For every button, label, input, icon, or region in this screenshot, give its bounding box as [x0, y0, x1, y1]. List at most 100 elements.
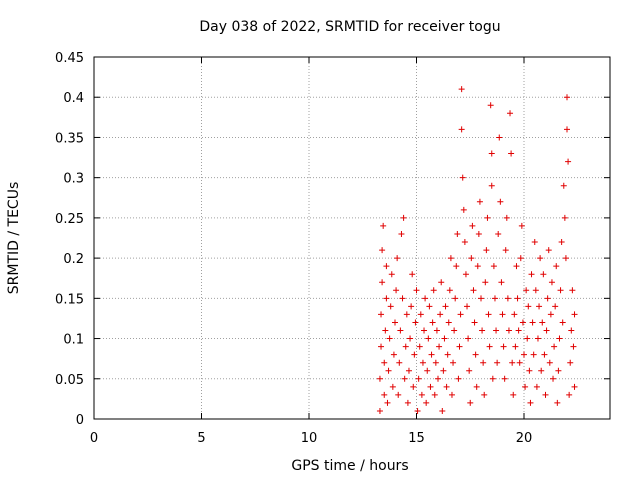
x-axis-title: GPS time / hours — [291, 458, 408, 474]
grid — [94, 57, 610, 419]
data-point — [418, 391, 425, 398]
data-point — [558, 239, 565, 246]
data-point — [545, 247, 552, 254]
data-point — [433, 327, 440, 334]
y-tick-label: 0.4 — [63, 91, 84, 106]
data-point — [385, 367, 392, 374]
y-tick-label: 0.1 — [63, 333, 84, 348]
data-point — [493, 327, 500, 334]
data-point — [467, 399, 474, 406]
data-point — [485, 311, 492, 318]
data-point — [402, 343, 409, 350]
data-point — [379, 279, 386, 286]
x-tick-label: 15 — [408, 431, 425, 446]
data-point — [448, 391, 455, 398]
x-tick-label: 10 — [301, 431, 318, 446]
data-point — [483, 247, 490, 254]
data-point — [480, 359, 487, 366]
data-point — [547, 311, 554, 318]
data-point — [379, 247, 386, 254]
data-point — [410, 383, 417, 390]
data-point — [526, 367, 533, 374]
data-points — [376, 86, 578, 414]
data-point — [382, 327, 389, 334]
data-point — [388, 271, 395, 278]
data-point — [383, 295, 390, 302]
data-point — [564, 94, 570, 101]
data-point — [536, 303, 543, 310]
data-point — [440, 367, 447, 374]
data-point — [398, 230, 405, 237]
data-point — [560, 182, 567, 189]
data-point — [415, 375, 422, 382]
data-point — [524, 335, 531, 342]
data-point — [412, 319, 419, 326]
data-point — [399, 295, 406, 302]
data-point — [445, 319, 452, 326]
y-tick-label: 0.35 — [55, 131, 84, 146]
data-point — [431, 391, 438, 398]
x-tick-label: 0 — [90, 431, 98, 446]
data-point — [381, 359, 388, 366]
data-point — [517, 255, 524, 262]
data-point — [383, 263, 390, 270]
data-point — [453, 263, 460, 270]
data-point — [534, 335, 541, 342]
data-point — [376, 375, 383, 382]
data-point — [546, 359, 553, 366]
data-point — [446, 287, 453, 294]
data-point — [443, 383, 450, 390]
data-point — [456, 343, 463, 350]
data-point — [465, 335, 472, 342]
data-point — [499, 311, 506, 318]
data-point — [518, 222, 525, 229]
y-tick-label: 0 — [76, 413, 84, 428]
data-point — [557, 287, 564, 294]
data-point — [554, 399, 561, 406]
data-point — [568, 327, 575, 334]
data-point — [403, 311, 410, 318]
y-tick-label: 0.15 — [55, 292, 84, 307]
data-point — [479, 327, 486, 334]
data-point — [555, 367, 562, 374]
chart-title: Day 038 of 2022, SRMTID for receiver tog… — [199, 19, 500, 35]
data-point — [502, 247, 509, 254]
data-point — [393, 287, 400, 294]
data-point — [475, 230, 482, 237]
data-point — [507, 110, 514, 117]
data-point — [386, 335, 393, 342]
data-point — [481, 391, 488, 398]
data-point — [565, 158, 572, 165]
data-point — [447, 255, 454, 262]
data-point — [444, 351, 451, 358]
data-point — [531, 239, 538, 246]
data-point — [469, 222, 476, 229]
data-point — [474, 263, 481, 270]
data-point — [461, 239, 468, 246]
data-point — [482, 279, 489, 286]
data-point — [468, 255, 475, 262]
data-point — [544, 295, 551, 302]
data-point — [380, 222, 387, 229]
data-point — [533, 383, 540, 390]
data-point — [405, 367, 412, 374]
data-point — [514, 295, 521, 302]
data-point — [422, 295, 429, 302]
data-point — [419, 359, 426, 366]
data-point — [392, 319, 398, 326]
data-point — [503, 214, 510, 221]
data-point — [466, 367, 473, 374]
data-point — [548, 279, 555, 286]
data-point — [439, 407, 446, 414]
data-point — [488, 150, 495, 157]
data-point — [404, 399, 411, 406]
data-point — [562, 255, 569, 262]
y-axis-title: SRMTID / TECUs — [6, 182, 22, 295]
x-tick-label: 20 — [516, 431, 533, 446]
data-point — [424, 367, 431, 374]
data-point — [523, 287, 530, 294]
data-point — [497, 198, 504, 205]
data-point — [435, 375, 441, 382]
data-point — [552, 303, 559, 310]
